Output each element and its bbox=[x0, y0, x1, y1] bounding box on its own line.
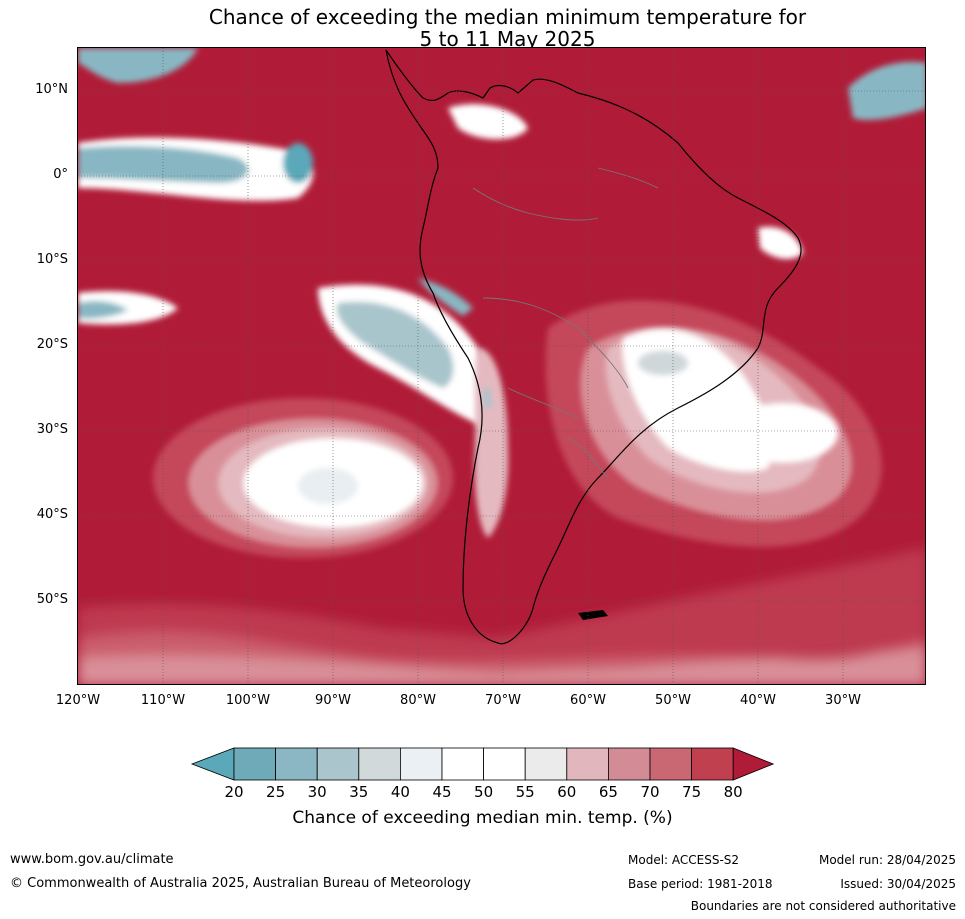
lon-label-110w: 110°W bbox=[140, 693, 186, 708]
footer-model-run: Model run: 28/04/2025 bbox=[818, 853, 956, 867]
northern-anomalies bbox=[78, 48, 925, 260]
colorbar-tick-label: 65 bbox=[598, 783, 618, 801]
colorbar-tick-label: 25 bbox=[266, 783, 286, 801]
lat-label-40s: 40°S bbox=[36, 507, 68, 522]
lon-label-100w: 100°W bbox=[225, 693, 271, 708]
lon-label-90w: 90°W bbox=[315, 693, 351, 708]
colorbar-tick-label: 40 bbox=[390, 783, 410, 801]
footer-website: www.bom.gov.au/climate bbox=[10, 852, 174, 867]
colorbar-segments bbox=[190, 747, 775, 781]
colorbar-tick-label: 30 bbox=[307, 783, 327, 801]
colorbar-arrow-low bbox=[190, 747, 235, 781]
colorbar-label: Chance of exceeding median min. temp. (%… bbox=[292, 808, 673, 828]
colorbar-segment bbox=[691, 747, 734, 781]
southern-band bbox=[78, 548, 925, 684]
peru-coast-anomaly bbox=[318, 278, 495, 428]
se-pacific-anomaly bbox=[153, 398, 453, 558]
colorbar-segment bbox=[607, 747, 651, 781]
lat-label-30s: 30°S bbox=[36, 422, 68, 437]
footer-copyright: © Commonwealth of Australia 2025, Austra… bbox=[10, 876, 471, 891]
colorbar-tick-label: 75 bbox=[682, 783, 702, 801]
colorbar-tick-label: 60 bbox=[557, 783, 577, 801]
lon-label-120w: 120°W bbox=[55, 693, 101, 708]
south-america-coastline bbox=[385, 49, 802, 645]
lat-label-10n: 10°N bbox=[35, 82, 68, 97]
footer-disclaimer: Boundaries are not considered authoritat… bbox=[690, 899, 956, 913]
footer-base-period: Base period: 1981-2018 bbox=[628, 877, 773, 891]
colorbar-arrow-high bbox=[732, 747, 775, 781]
colorbar-segment bbox=[649, 747, 692, 781]
footer-issued: Issued: 30/04/2025 bbox=[840, 877, 956, 891]
colorbar-tick-label: 70 bbox=[640, 783, 660, 801]
lat-label-50s: 50°S bbox=[36, 592, 68, 607]
lon-label-80w: 80°W bbox=[400, 693, 436, 708]
colorbar-segment bbox=[566, 747, 609, 781]
colorbar-segment bbox=[483, 747, 526, 781]
lon-label-30w: 30°W bbox=[825, 693, 861, 708]
colorbar-segment bbox=[275, 747, 318, 781]
colorbar-segment bbox=[233, 747, 276, 781]
colorbar-tick-label: 20 bbox=[224, 783, 244, 801]
lon-label-50w: 50°W bbox=[655, 693, 691, 708]
probability-map bbox=[77, 47, 926, 685]
colorbar-tick-label: 55 bbox=[515, 783, 535, 801]
colorbar-segment bbox=[524, 747, 568, 781]
colorbar-tick-label: 45 bbox=[432, 783, 452, 801]
colorbar bbox=[190, 747, 775, 781]
lon-label-40w: 40°W bbox=[740, 693, 776, 708]
colorbar-tick-label: 35 bbox=[349, 783, 369, 801]
country-borders bbox=[472, 167, 659, 479]
colorbar-segment bbox=[399, 747, 443, 781]
chile-coast-anomaly bbox=[474, 348, 509, 538]
colorbar-tick-label: 50 bbox=[474, 783, 494, 801]
footer-model: Model: ACCESS-S2 bbox=[628, 853, 740, 867]
equatorial-cool-tongue bbox=[78, 137, 314, 325]
lon-label-60w: 60°W bbox=[570, 693, 606, 708]
colorbar-segment bbox=[441, 747, 484, 781]
colorbar-segment bbox=[358, 747, 401, 781]
lon-label-70w: 70°W bbox=[485, 693, 521, 708]
s-atlantic-anomaly bbox=[545, 300, 882, 547]
map-canvas bbox=[78, 48, 925, 684]
map-title-line1: Chance of exceeding the median minimum t… bbox=[208, 5, 807, 29]
colorbar-segment bbox=[316, 747, 360, 781]
lat-label-10s: 10°S bbox=[36, 252, 68, 267]
lat-label-0: 0° bbox=[53, 167, 68, 182]
lat-label-20s: 20°S bbox=[36, 337, 68, 352]
map-title-line2: 5 to 11 May 2025 bbox=[419, 27, 596, 51]
colorbar-tick-label: 80 bbox=[723, 783, 743, 801]
falkland-islands bbox=[578, 610, 608, 620]
graticule bbox=[78, 48, 925, 684]
